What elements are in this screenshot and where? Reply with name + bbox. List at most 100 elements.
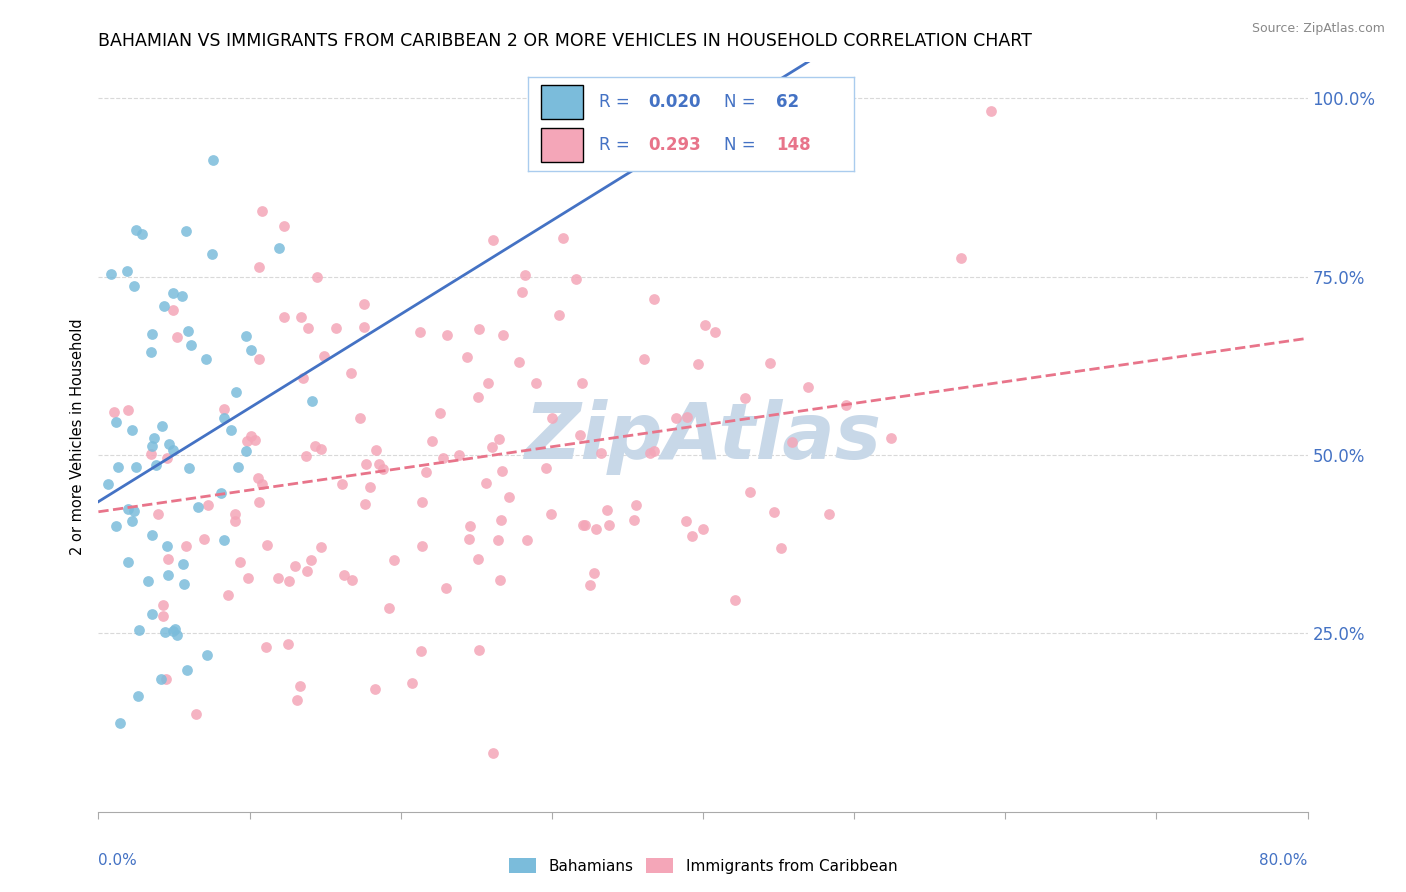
Point — [578, 577, 600, 591]
Point — [127, 689, 149, 703]
Point — [477, 376, 499, 391]
Point — [157, 437, 180, 451]
Point — [173, 577, 195, 591]
Point — [141, 345, 163, 359]
Point — [157, 552, 180, 566]
Point — [762, 505, 785, 519]
Point — [880, 431, 903, 445]
Point — [152, 609, 174, 624]
Point — [456, 351, 478, 365]
Point — [359, 480, 381, 494]
Point — [224, 507, 246, 521]
Point — [224, 514, 246, 528]
Point — [128, 623, 150, 637]
Point — [411, 644, 433, 658]
Point — [162, 303, 184, 318]
Text: 80.0%: 80.0% — [1260, 853, 1308, 868]
Point — [212, 533, 235, 547]
Point — [193, 532, 215, 546]
Point — [304, 439, 326, 453]
Point — [305, 269, 328, 284]
Point — [524, 376, 547, 391]
Point — [277, 637, 299, 651]
Point — [149, 672, 172, 686]
Point — [107, 459, 129, 474]
Point — [97, 476, 120, 491]
Point — [141, 607, 163, 621]
Point — [541, 411, 564, 425]
Point — [420, 434, 443, 449]
Point — [254, 640, 277, 654]
Point — [156, 568, 179, 582]
Point — [267, 571, 290, 585]
Point — [117, 403, 139, 417]
Point — [247, 494, 270, 508]
Point — [568, 427, 591, 442]
Point — [228, 555, 250, 569]
Point — [492, 327, 515, 342]
Point — [434, 581, 457, 595]
Point — [172, 557, 194, 571]
Point — [415, 465, 437, 479]
Point — [489, 513, 512, 527]
Point — [153, 624, 176, 639]
Point — [488, 432, 510, 446]
Point — [146, 508, 169, 522]
Point — [143, 431, 166, 445]
Point — [236, 434, 259, 448]
Point — [239, 429, 262, 443]
Point — [589, 445, 612, 459]
Point — [780, 434, 803, 449]
Point — [312, 349, 335, 363]
Point — [540, 508, 562, 522]
Point — [117, 555, 139, 569]
Point — [141, 440, 163, 454]
Point — [436, 328, 458, 343]
Point — [212, 410, 235, 425]
Text: Source: ZipAtlas.com: Source: ZipAtlas.com — [1251, 22, 1385, 36]
Point — [481, 746, 503, 760]
Point — [115, 263, 138, 277]
Point — [179, 460, 201, 475]
Point — [247, 260, 270, 275]
Point — [239, 343, 262, 358]
Point — [675, 514, 697, 528]
Point — [342, 573, 364, 587]
Point — [447, 448, 470, 462]
Point — [364, 681, 387, 696]
Point — [468, 643, 491, 657]
Point — [219, 423, 242, 437]
Point — [162, 624, 184, 638]
Point — [201, 153, 224, 167]
Point — [724, 593, 747, 607]
Point — [121, 423, 143, 437]
Point — [491, 464, 513, 478]
Point — [467, 552, 489, 566]
Point — [273, 219, 295, 234]
Point — [105, 519, 128, 533]
Point — [155, 672, 177, 686]
Point — [150, 419, 173, 434]
Point — [162, 442, 184, 457]
Point — [156, 540, 179, 554]
Point — [117, 502, 139, 516]
Point — [309, 442, 332, 456]
Point — [285, 692, 308, 706]
Point — [516, 533, 538, 547]
Point — [759, 356, 782, 370]
Point — [488, 573, 510, 587]
Point — [627, 124, 650, 138]
Point — [368, 457, 391, 471]
Point — [103, 405, 125, 419]
Point — [624, 498, 647, 512]
Point — [333, 568, 356, 582]
Point — [201, 247, 224, 261]
Point — [176, 663, 198, 677]
Point — [980, 104, 1002, 119]
Point — [243, 433, 266, 447]
Point — [411, 494, 433, 508]
Point — [468, 321, 491, 335]
Point — [692, 522, 714, 536]
Point — [170, 289, 193, 303]
Text: ZipAtlas: ZipAtlas — [524, 399, 882, 475]
